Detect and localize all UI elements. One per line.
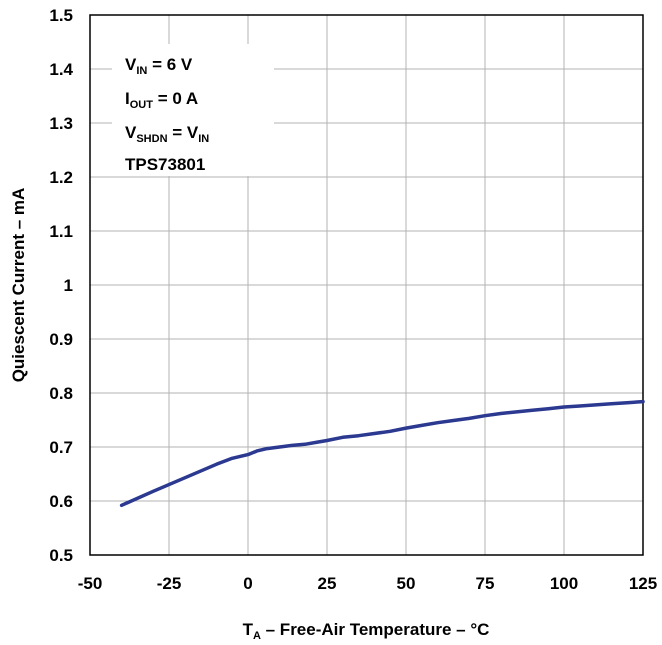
annotation-box: VIN = 6 V IOUT = 0 A VSHDN = VIN TPS73801 [112, 44, 274, 176]
series-line [119, 399, 645, 508]
y-tick-label: 1.4 [49, 60, 73, 79]
y-axis-title: Quiescent Current – mA [9, 188, 28, 383]
x-tick-label: -25 [157, 574, 182, 593]
grid [89, 14, 644, 556]
y-tick-label: 1.5 [49, 6, 73, 25]
annotation-line: VSHDN = VIN [125, 123, 209, 145]
x-tick-label: 25 [318, 574, 337, 593]
annotation-line: IOUT = 0 A [125, 89, 198, 111]
annotation-background [112, 44, 274, 176]
y-tick-label: 0.9 [49, 330, 73, 349]
x-tick-label: 125 [629, 574, 657, 593]
plot-frame [89, 14, 644, 556]
annotation-line: VIN = 6 V [125, 55, 193, 77]
series-layer [119, 399, 645, 508]
x-tick-label: -50 [78, 574, 103, 593]
y-tick-labels: 0.5 0.6 0.7 0.8 0.9 1 1.1 1.2 1.3 1.4 1.5 [49, 6, 73, 565]
y-tick-label: 0.5 [49, 546, 73, 565]
y-tick-label: 0.6 [49, 492, 73, 511]
x-tick-label: 0 [243, 574, 252, 593]
x-tick-label: 50 [397, 574, 416, 593]
y-tick-label: 0.8 [49, 384, 73, 403]
x-tick-labels: -50 -25 0 25 50 75 100 125 [78, 574, 657, 593]
annotation-line: TPS73801 [125, 155, 205, 174]
y-tick-label: 1 [64, 276, 73, 295]
x-tick-label: 75 [476, 574, 495, 593]
y-tick-label: 0.7 [49, 438, 73, 457]
y-tick-label: 1.2 [49, 168, 73, 187]
y-tick-label: 1.3 [49, 114, 73, 133]
y-tick-label: 1.1 [49, 222, 73, 241]
x-axis-title: TA – Free-Air Temperature – °C [243, 620, 490, 642]
x-tick-label: 100 [550, 574, 578, 593]
